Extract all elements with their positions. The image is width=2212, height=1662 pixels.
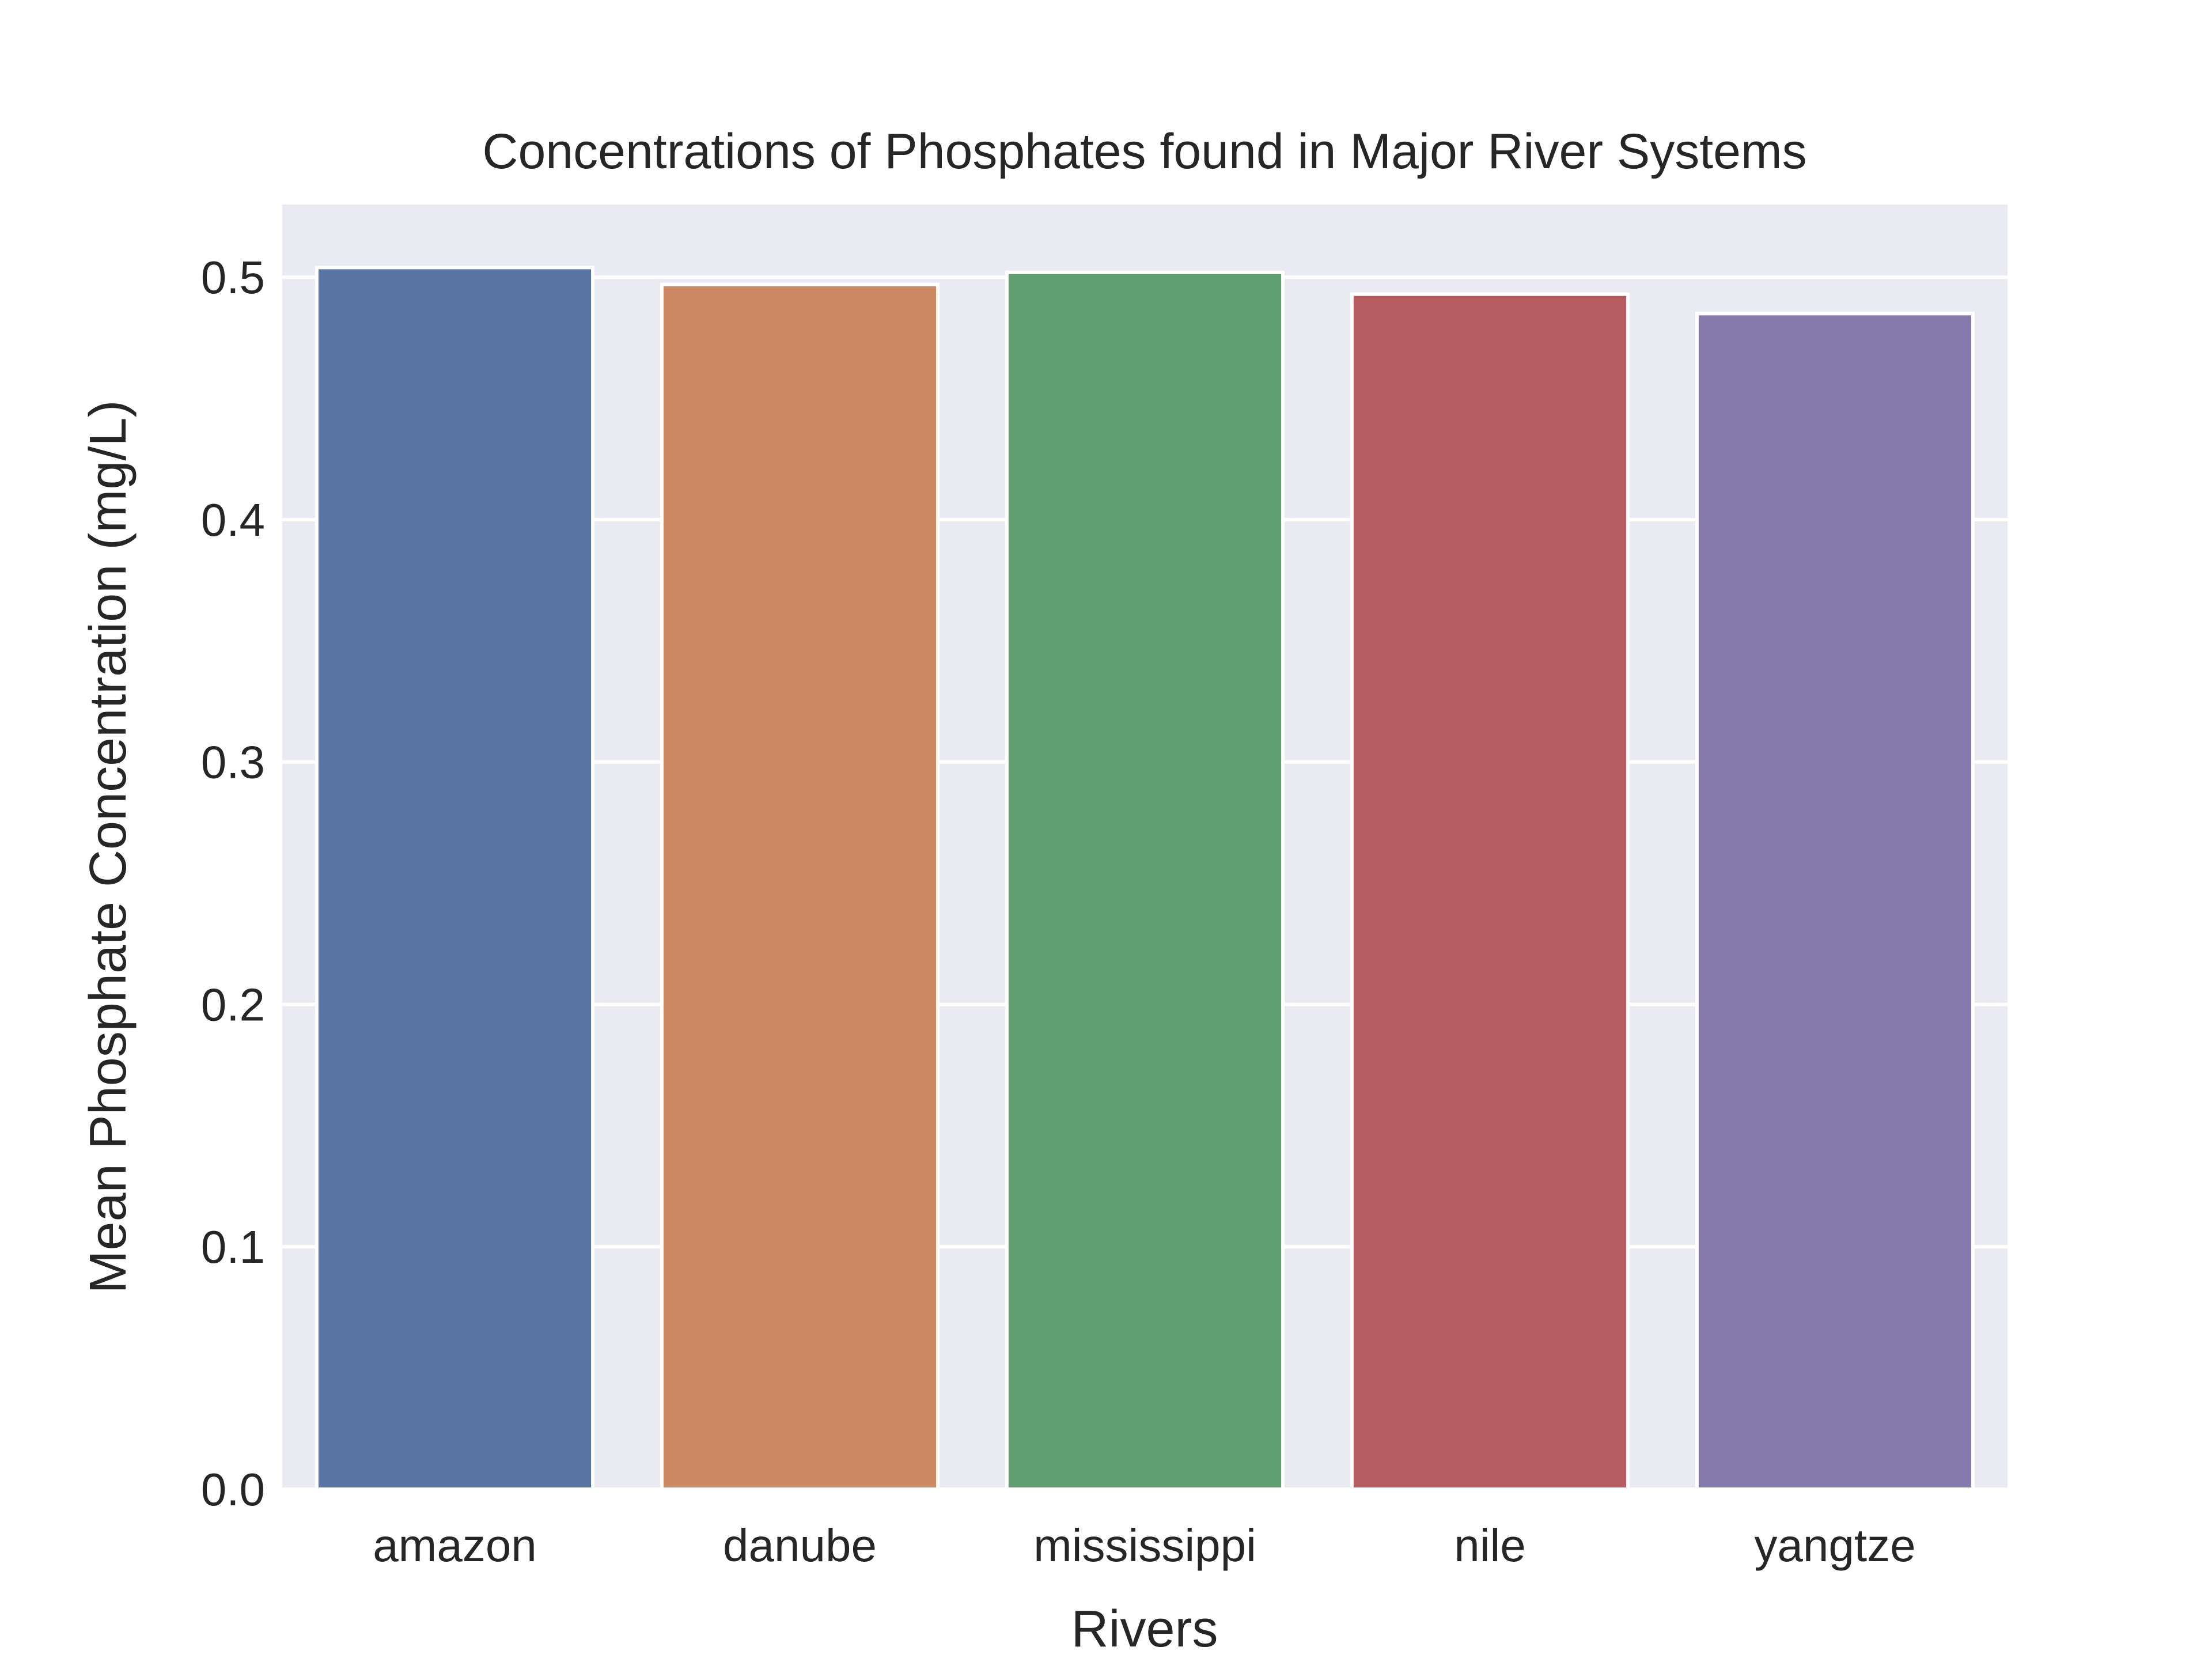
bar-amazon: [315, 266, 595, 1491]
y-tick-label: 0.4: [201, 494, 265, 546]
x-axis-label: Rivers: [1071, 1600, 1218, 1658]
x-tick-label-nile: nile: [1454, 1520, 1526, 1571]
bar-nile: [1350, 292, 1630, 1491]
bars: [315, 266, 1975, 1491]
y-tick-label: 0.5: [201, 252, 265, 303]
bar-mississippi: [1005, 270, 1285, 1491]
y-tick-labels: 0.0 0.1 0.2 0.3 0.4 0.5: [201, 252, 265, 1515]
x-tick-labels: amazon danube mississippi nile yangtze: [373, 1520, 1915, 1571]
y-tick-label: 0.3: [201, 737, 265, 788]
y-axis-label: Mean Phosphate Concentration (mg/L): [79, 400, 137, 1294]
x-tick-label-amazon: amazon: [373, 1520, 537, 1571]
chart-title: Concentrations of Phosphates found in Ma…: [482, 124, 1806, 179]
x-tick-label-danube: danube: [723, 1520, 877, 1571]
y-tick-label: 0.1: [201, 1221, 265, 1273]
bar-danube: [660, 282, 940, 1491]
bar-yangtze: [1695, 312, 1975, 1491]
x-tick-label-yangtze: yangtze: [1754, 1520, 1915, 1571]
y-tick-label: 0.0: [201, 1464, 265, 1515]
x-tick-label-mississippi: mississippi: [1033, 1520, 1256, 1571]
y-tick-label: 0.2: [201, 979, 265, 1030]
